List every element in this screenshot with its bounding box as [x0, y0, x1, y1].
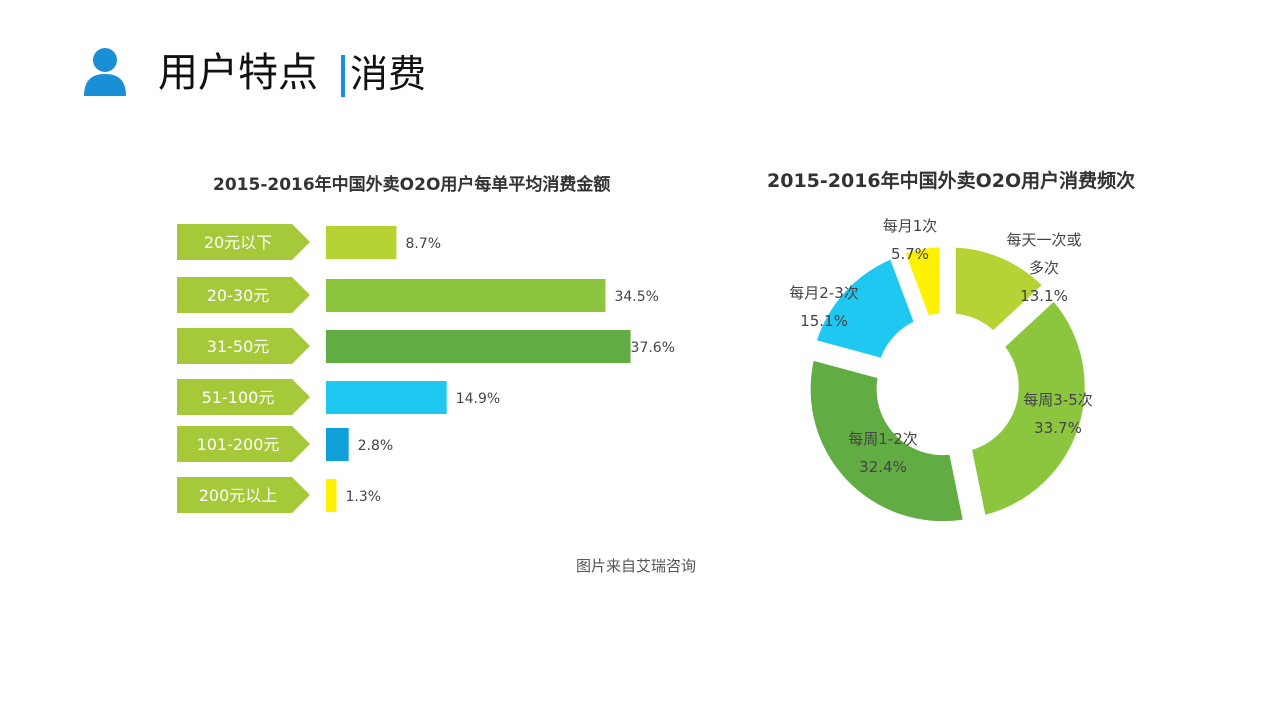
bar-value-label: 14.9% — [456, 391, 500, 407]
donut-slice — [955, 247, 1042, 331]
category-label: 31-50元 — [207, 337, 270, 356]
title-divider — [341, 55, 345, 97]
bar-value-label: 1.3% — [346, 489, 382, 505]
image-source-caption: 图片来自艾瑞咨询 — [576, 557, 697, 575]
slice-value-label: 5.7% — [891, 245, 929, 263]
category-label: 101-200元 — [197, 435, 280, 454]
bar — [326, 381, 447, 414]
category-label: 51-100元 — [202, 388, 275, 407]
bar-chart: 20元以下 8.7% 20-30元 34.5% 31-50元 37.6% 51-100元 14… — [177, 224, 675, 513]
category-label: 20-30元 — [207, 286, 270, 305]
donut-slice — [905, 247, 940, 316]
donut-slice — [810, 360, 963, 522]
bar — [326, 428, 349, 461]
slice-category-label: 多次 — [1029, 259, 1059, 277]
bar — [326, 330, 631, 363]
slice-value-label: 13.1% — [1020, 287, 1068, 305]
page-subtitle: 消费 — [350, 52, 427, 96]
page-title: 用户特点 — [158, 50, 318, 96]
donut-slice — [816, 259, 914, 358]
slice-category-label: 每天一次或 — [1006, 231, 1081, 249]
category-label-arrow — [177, 379, 310, 415]
slice-category-label: 每周3-5次 — [1023, 391, 1093, 409]
slice-category-label: 每周1-2次 — [848, 430, 918, 448]
slice-category-label: 每月1次 — [883, 217, 938, 235]
slice-category-label: 每月2-3次 — [789, 284, 859, 302]
donut-chart-title: 2015-2016年中国外卖O2O用户消费频次 — [767, 170, 1136, 192]
slice-value-label: 15.1% — [800, 312, 848, 330]
bar — [326, 279, 606, 312]
category-label: 200元以上 — [199, 486, 278, 505]
bar-value-label: 37.6% — [631, 340, 675, 356]
category-label-arrow — [177, 277, 310, 313]
user-icon — [82, 46, 128, 98]
category-label-arrow — [177, 477, 310, 513]
category-label: 20元以下 — [204, 233, 272, 252]
category-label-arrow — [177, 328, 310, 364]
bar — [326, 226, 397, 259]
bar — [326, 479, 337, 512]
bar-value-label: 2.8% — [358, 438, 394, 454]
bar-value-label: 8.7% — [405, 236, 441, 252]
bar-value-label: 34.5% — [614, 289, 658, 305]
category-label-arrow — [177, 426, 310, 462]
slice-value-label: 33.7% — [1034, 419, 1082, 437]
slice-value-label: 32.4% — [859, 458, 907, 476]
category-label-arrow — [177, 224, 310, 260]
donut-slice — [972, 301, 1085, 515]
bar-chart-title: 2015-2016年中国外卖O2O用户每单平均消费金额 — [213, 175, 611, 195]
